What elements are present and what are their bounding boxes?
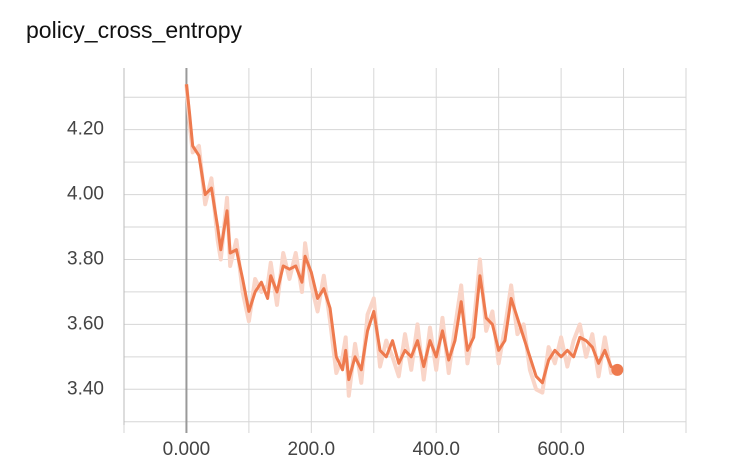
y-tick-label: 3.80: [67, 248, 104, 269]
x-tick-label: 400.0: [412, 439, 460, 460]
last-point: [611, 363, 624, 376]
chart-title: policy_cross_entropy: [26, 17, 243, 43]
line: [184, 84, 619, 385]
y-tick-label: 3.40: [67, 378, 104, 399]
y-tick-label: 4.00: [67, 184, 104, 205]
y-tick-label: 3.60: [67, 313, 104, 334]
x-tick-label: 600.0: [537, 439, 585, 460]
x-tick-label: 200.0: [288, 439, 336, 460]
line: [184, 84, 619, 398]
x-tick-label: 0.000: [163, 439, 211, 460]
y-tick-label: 4.20: [67, 119, 104, 140]
